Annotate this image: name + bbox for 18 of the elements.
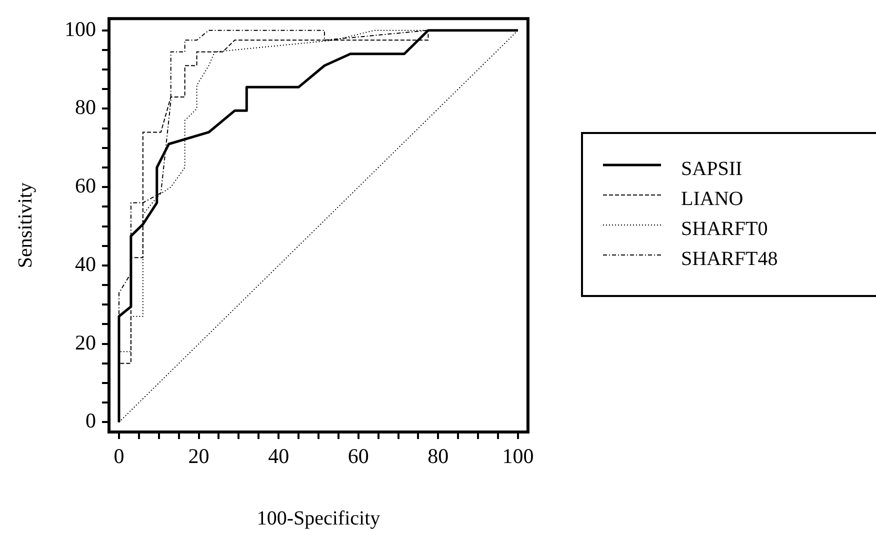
y-tick-label: 100 — [64, 16, 96, 41]
legend-label: SHARFT0 — [681, 218, 768, 240]
x-axis-title: 100-Specificity — [256, 507, 380, 530]
y-tick-label: 80 — [75, 95, 96, 120]
x-tick-label: 0 — [114, 444, 124, 468]
y-tick-label: 60 — [75, 174, 96, 198]
y-tick-label: 20 — [75, 330, 96, 354]
x-tick-label: 80 — [428, 444, 449, 468]
x-tick-label: 60 — [348, 444, 369, 468]
legend-label: SHARFT48 — [681, 248, 778, 270]
legend-label: LIANO — [681, 188, 744, 210]
y-tick-label: 40 — [75, 252, 96, 276]
x-tick-label: 40 — [268, 444, 290, 468]
y-tick-label: 0 — [86, 408, 96, 433]
x-tick-label: 100 — [502, 444, 534, 468]
legend-label: SAPSII — [681, 158, 742, 180]
y-axis-title: Sensitivity — [14, 182, 36, 268]
x-tick-label: 20 — [188, 444, 210, 468]
